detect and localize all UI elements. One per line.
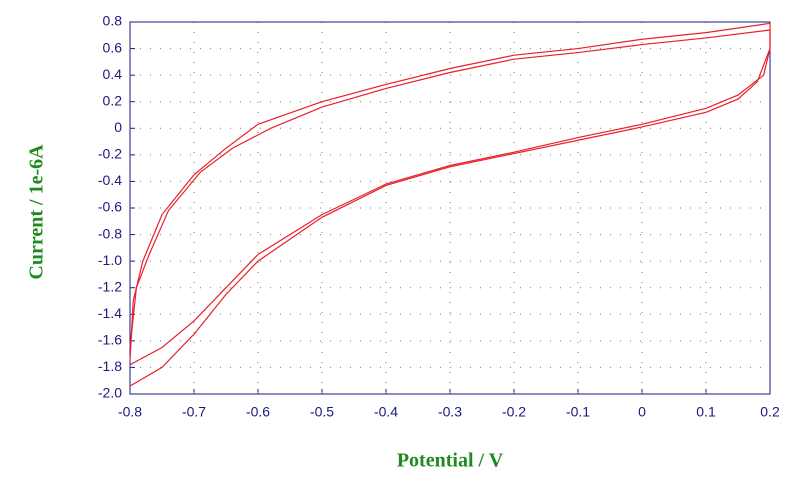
x-tick-label: 0.1 bbox=[696, 404, 716, 420]
x-tick-label: 0 bbox=[638, 404, 646, 420]
y-tick-label: 0.8 bbox=[103, 13, 123, 29]
x-tick-label: -0.2 bbox=[502, 404, 526, 420]
y-tick-label: -0.4 bbox=[98, 172, 122, 188]
plot-frame bbox=[129, 21, 771, 395]
y-tick-label: -2.0 bbox=[98, 385, 122, 401]
y-tick-label: 0 bbox=[114, 119, 122, 135]
y-tick-label: -1.6 bbox=[98, 332, 122, 348]
x-tick-label: -0.8 bbox=[118, 404, 142, 420]
x-tick-label: -0.1 bbox=[566, 404, 590, 420]
y-tick-label: 0.6 bbox=[103, 39, 123, 55]
y-tick-label: -0.8 bbox=[98, 225, 122, 241]
x-tick-label: -0.5 bbox=[310, 404, 334, 420]
y-tick-label: -1.2 bbox=[98, 278, 122, 294]
y-axis-title: Current / 1e-6A bbox=[26, 144, 48, 280]
y-tick-label: -1.0 bbox=[98, 252, 122, 268]
cv-trace bbox=[129, 29, 771, 387]
x-tick-label: -0.6 bbox=[246, 404, 270, 420]
x-axis-title: Potential / V bbox=[397, 450, 504, 472]
cv-trace bbox=[129, 22, 771, 366]
x-tick-label: -0.7 bbox=[182, 404, 206, 420]
x-tick-label: 0.2 bbox=[760, 404, 780, 420]
y-tick-label: -0.6 bbox=[98, 199, 122, 215]
y-tick-label: 0.2 bbox=[103, 92, 123, 108]
y-tick-label: -0.2 bbox=[98, 146, 122, 162]
y-tick-label: -1.4 bbox=[98, 305, 122, 321]
x-tick-label: -0.4 bbox=[374, 404, 398, 420]
y-tick-label: 0.4 bbox=[103, 66, 123, 82]
y-tick-label: -1.8 bbox=[98, 358, 122, 374]
x-tick-label: -0.3 bbox=[438, 404, 462, 420]
